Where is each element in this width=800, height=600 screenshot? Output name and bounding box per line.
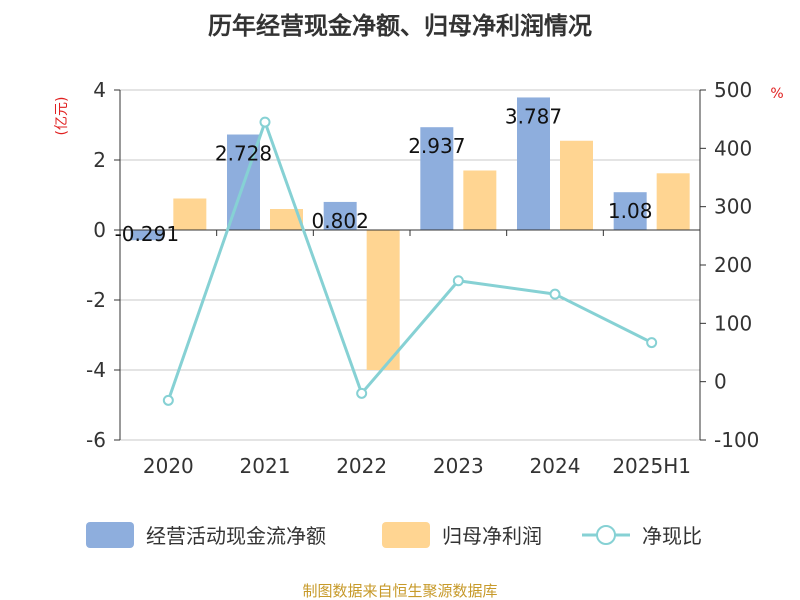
data-label: 2.937 bbox=[408, 134, 465, 158]
right-tick-label: 500 bbox=[714, 78, 752, 102]
data-label: 1.08 bbox=[608, 199, 653, 223]
bar-net-profit bbox=[463, 170, 497, 230]
net-cash-ratio-point bbox=[452, 275, 464, 287]
x-tick-label: 2025H1 bbox=[612, 454, 691, 478]
right-tick-label: 300 bbox=[714, 195, 752, 219]
left-tick-label: -6 bbox=[86, 428, 106, 452]
bar-net-profit bbox=[270, 209, 303, 230]
data-labels: -0.291 2.728 0.802 2.937 3.787 1.08 bbox=[115, 104, 653, 246]
data-label: -0.291 bbox=[115, 222, 179, 246]
net-cash-ratio-line bbox=[166, 120, 653, 401]
net-cash-ratio-point bbox=[259, 116, 271, 128]
x-tick-label: 2023 bbox=[433, 454, 484, 478]
bar-net-profit bbox=[656, 173, 690, 230]
legend[interactable]: 经营活动现金流净额 归母净利润 净现比 bbox=[86, 522, 702, 548]
net-cash-ratio-point bbox=[356, 387, 368, 399]
net-cash-ratio-point bbox=[162, 394, 174, 406]
legend-item[interactable]: 净现比 bbox=[582, 524, 702, 548]
bar-series bbox=[130, 97, 690, 370]
bar-net-profit bbox=[366, 230, 400, 370]
axes: 4 2 0 -2 -4 -6 500 400 300 200 100 0 -100 2020 2021 202… bbox=[54, 78, 784, 478]
legend-item[interactable]: 归母净利润 bbox=[382, 522, 542, 548]
right-tick-label: 200 bbox=[714, 253, 752, 277]
bar-operating-cash-flow bbox=[613, 192, 647, 230]
legend-label: 归母净利润 bbox=[442, 524, 542, 548]
x-tick-label: 2021 bbox=[240, 454, 291, 478]
right-tick-label: 100 bbox=[714, 311, 752, 335]
x-tick-label: 2024 bbox=[530, 454, 581, 478]
legend-item[interactable]: 经营活动现金流净额 bbox=[86, 522, 326, 548]
legend-label: 净现比 bbox=[642, 524, 702, 548]
data-label: 0.802 bbox=[312, 209, 369, 233]
left-tick-label: 4 bbox=[93, 78, 106, 102]
bar-operating-cash-flow bbox=[130, 230, 164, 241]
source-note: 制图数据来自恒生聚源数据库 bbox=[302, 582, 497, 600]
bar-net-profit bbox=[560, 140, 593, 230]
legend-marker bbox=[596, 525, 616, 545]
net-cash-ratio-point bbox=[549, 288, 561, 300]
net-cash-ratio-point bbox=[646, 337, 658, 349]
data-label: 2.728 bbox=[215, 142, 272, 166]
left-tick-label: -4 bbox=[86, 358, 106, 382]
left-tick-label: -2 bbox=[86, 288, 106, 312]
bar-net-profit bbox=[173, 198, 207, 230]
right-tick-label: 0 bbox=[714, 370, 727, 394]
left-tick-label: 0 bbox=[93, 218, 106, 242]
bar-operating-cash-flow bbox=[517, 97, 550, 230]
legend-label: 经营活动现金流净额 bbox=[146, 524, 326, 548]
left-tick-label: 2 bbox=[93, 148, 106, 172]
x-tick-label: 2022 bbox=[336, 454, 387, 478]
right-axis-unit: % bbox=[770, 86, 783, 102]
bar-operating-cash-flow bbox=[323, 201, 357, 230]
x-tick-label: 2020 bbox=[143, 454, 194, 478]
right-tick-label: -100 bbox=[714, 428, 759, 452]
data-label: 3.787 bbox=[505, 104, 562, 128]
legend-swatch bbox=[382, 522, 430, 548]
line-series bbox=[162, 116, 658, 406]
chart-title: 历年经营现金净额、归母净利润情况 bbox=[208, 12, 592, 40]
left-axis-unit: (亿元) bbox=[54, 97, 70, 136]
bar-operating-cash-flow bbox=[420, 127, 454, 230]
legend-swatch bbox=[86, 522, 134, 548]
right-tick-label: 400 bbox=[714, 136, 752, 160]
